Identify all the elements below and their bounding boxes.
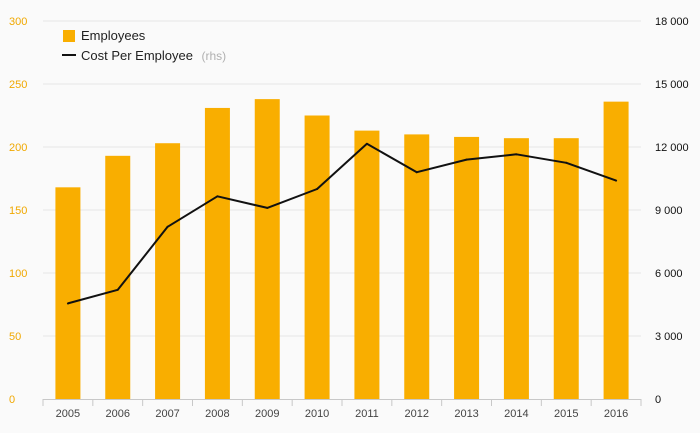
x-tick-label: 2012 [405,408,429,420]
x-tick-label: 2007 [155,408,179,420]
legend-swatch-employees [63,30,75,42]
x-tick-label: 2011 [355,408,379,420]
line-cost-per-employee [67,142,617,305]
y-left-tick-label: 0 [9,394,15,406]
x-tick-label: 2014 [504,408,528,420]
x-tick-label: 2013 [454,408,478,420]
y-right-tick-label: 3 000 [655,331,683,343]
line-point [316,188,319,190]
line-point [465,158,468,161]
line-point [216,195,219,198]
bars [55,99,629,400]
line-point [116,288,119,291]
bar [204,107,230,399]
x-tick-label: 2008 [205,408,229,420]
bar [603,101,629,399]
bar [404,134,430,399]
y-left-tick-label: 250 [9,79,27,91]
line-point [66,302,69,305]
y-right-tick-label: 6 000 [655,268,683,280]
legend-label-employees: Employees [81,28,146,43]
x-tick-label: 2006 [106,408,130,420]
bar [454,136,480,400]
line-point [615,179,618,182]
legend-label-cost-per-employee: Cost Per Employee [81,48,193,63]
x-tick-label: 2016 [604,408,628,420]
gridlines [43,20,641,337]
y-left-tick-label: 150 [9,205,27,217]
y-right-tick-label: 12 000 [655,142,689,154]
y-right-tick-label: 18 000 [655,16,689,28]
bar [254,99,280,400]
y-left-tick-label: 300 [9,16,27,28]
axes: 0 50 100 150 200 250 300 0 3 000 6 000 9 000 12 000… [9,16,689,420]
x-tick-label: 2015 [554,408,578,420]
x-tick-label: 2010 [305,408,329,420]
line-point [166,225,169,228]
bar [304,115,330,399]
bar [553,138,579,399]
y-right-tick-label: 9 000 [655,205,683,217]
line-point [515,153,518,156]
bar [55,187,81,399]
legend-entry-cost-per-employee: Cost Per Employee (rhs) [81,47,226,64]
line-point [565,161,568,164]
y-right-tick-label: 15 000 [655,79,689,91]
bar [105,155,131,399]
line-point [365,142,368,145]
bar [354,130,380,399]
bar [503,138,529,399]
line-point [415,171,418,174]
line-series [66,142,618,305]
legend-label-rhs: (rhs) [201,49,226,63]
line-point [266,206,269,209]
legend: Employees Cost Per Employee (rhs) [62,28,226,64]
x-tick-label: 2009 [255,408,279,420]
y-left-tick-label: 200 [9,142,27,154]
y-left-tick-label: 100 [9,268,27,280]
bar [155,143,181,399]
y-left-tick-label: 50 [9,331,21,343]
x-tick-label: 2005 [56,408,80,420]
y-right-tick-label: 0 [655,394,661,406]
